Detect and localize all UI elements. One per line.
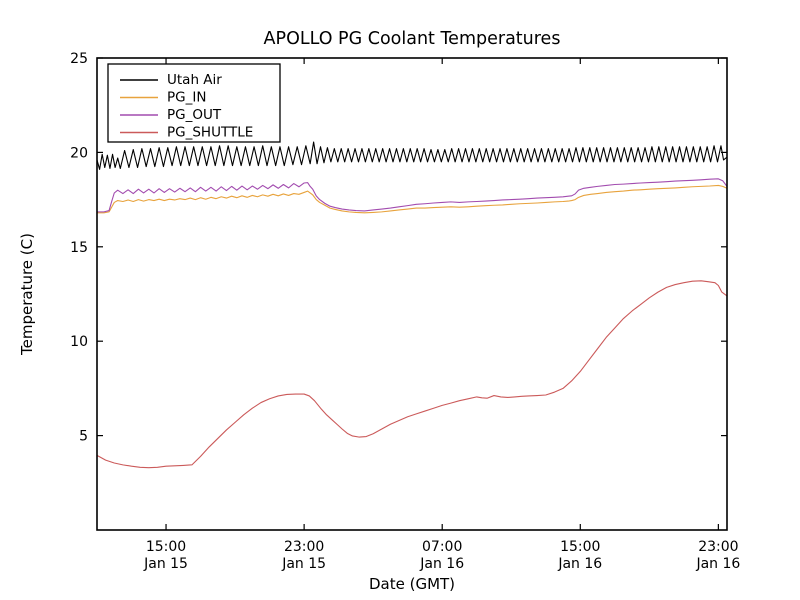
x-tick-time-label: 15:00 (146, 539, 186, 555)
axes-frame (96, 57, 728, 531)
y-axis-ticks: 5 10 15 20 25 (70, 51, 727, 445)
x-axis-label: Date (GMT) (369, 575, 455, 593)
x-tick-date-label: Jan 16 (695, 556, 740, 572)
y-axis-label: Temperature (C) (18, 233, 36, 356)
x-tick-time-label: 15:00 (560, 539, 600, 555)
series-line-utah air (96, 141, 728, 170)
legend-label-utah-air: Utah Air (167, 72, 222, 88)
x-tick-date-label: Jan 16 (557, 556, 602, 572)
series-line-pg-shuttle (96, 280, 728, 469)
legend-label-pg-in: PG_IN (167, 90, 206, 106)
legend-frame (107, 63, 281, 143)
y-tick-label: 25 (70, 51, 88, 67)
chart-title: APOLLO PG Coolant Temperatures (264, 29, 561, 49)
legend-label-pg-shuttle: PG_SHUTTLE (167, 125, 253, 141)
x-tick-time-label: 07:00 (422, 539, 462, 555)
x-tick-date-label: Jan 16 (419, 556, 464, 572)
y-tick-label: 15 (70, 240, 88, 256)
series-line-pg-in (96, 184, 728, 214)
y-tick-label: 10 (70, 334, 88, 350)
series-line-pg-out (96, 178, 728, 213)
series-group (96, 141, 728, 469)
legend-label-pg-out: PG_OUT (167, 107, 222, 123)
y-tick-label: 5 (79, 429, 88, 445)
x-tick-time-label: 23:00 (698, 539, 738, 555)
y-tick-label: 20 (70, 145, 88, 161)
x-tick-time-label: 23:00 (284, 539, 324, 555)
x-tick-date-label: Jan 15 (281, 556, 326, 572)
x-tick-date-label: Jan 15 (143, 556, 188, 572)
